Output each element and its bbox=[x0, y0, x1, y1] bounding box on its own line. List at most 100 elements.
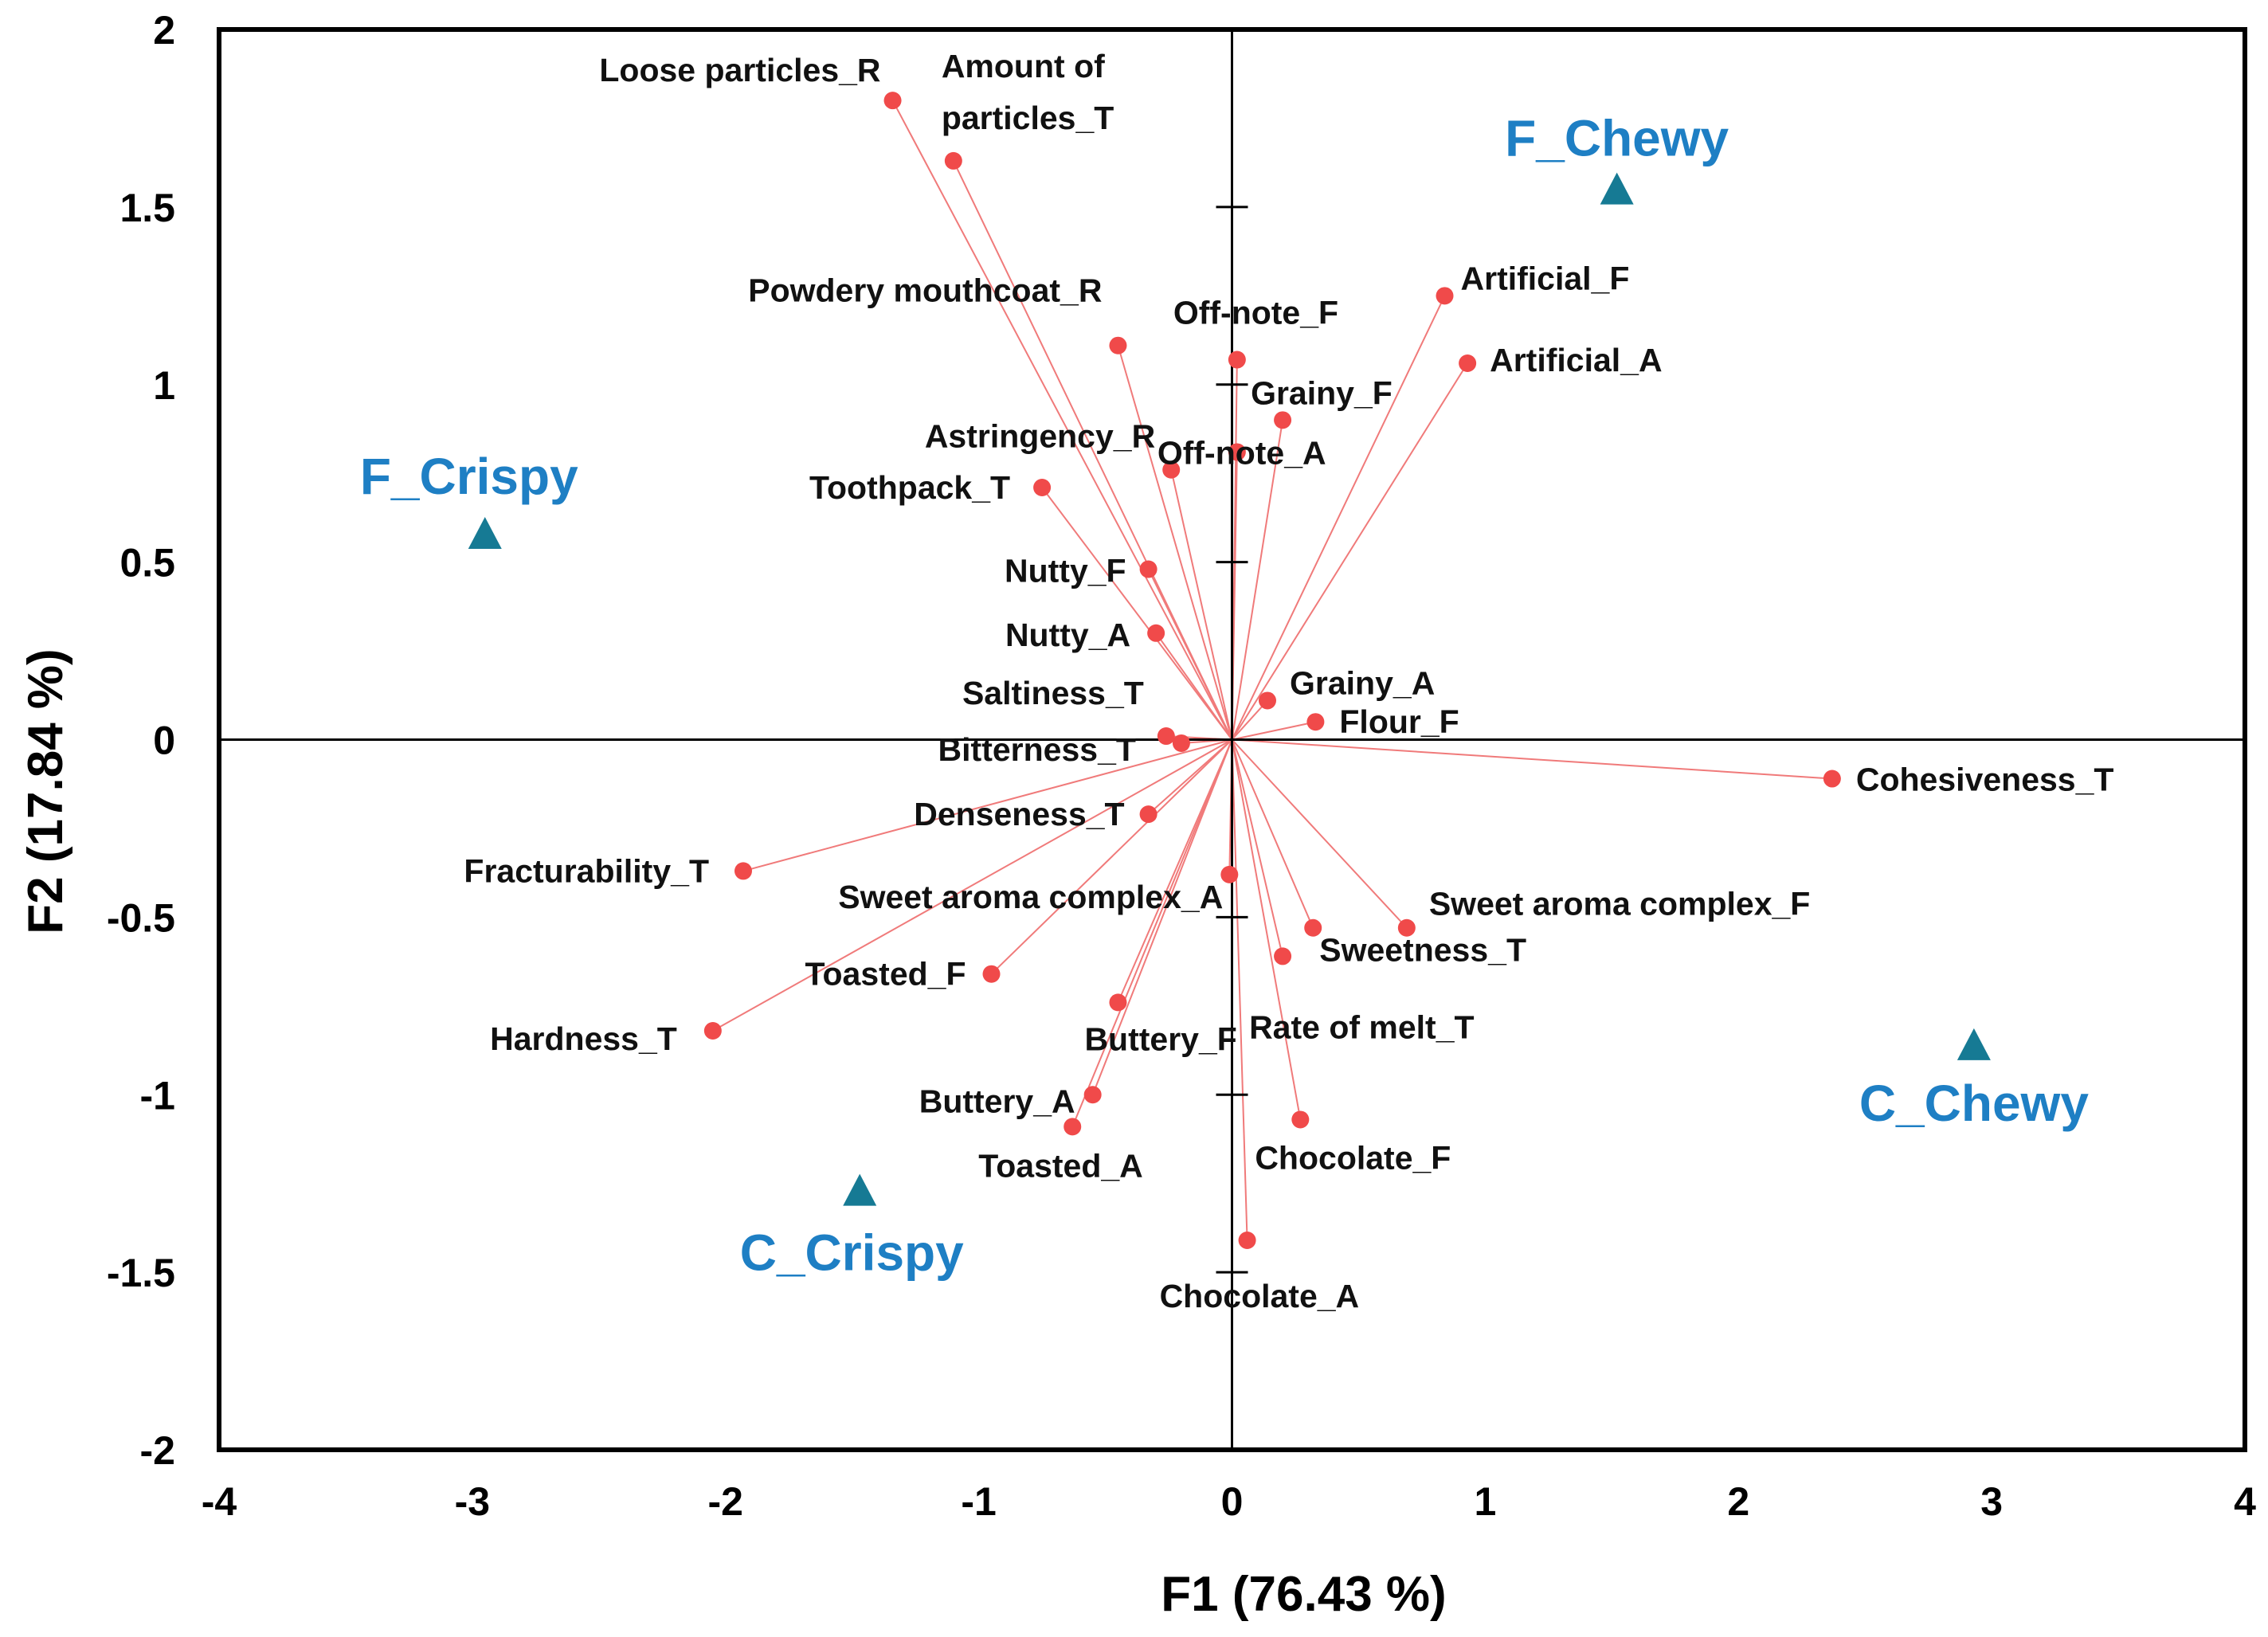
vector-chocolate-f bbox=[1231, 739, 1302, 1120]
point-off-note-a bbox=[1228, 443, 1246, 461]
y-tick-label: -1 bbox=[140, 1073, 175, 1118]
label-off-note-f: Off-note_F bbox=[1173, 295, 1338, 331]
x-axis-title: F1 (76.43 %) bbox=[1161, 1567, 1446, 1622]
label-buttery-f: Buttery_F bbox=[1084, 1020, 1236, 1057]
point-loose-particles-r bbox=[883, 92, 902, 110]
obs-label-c-crispy: C_Crispy bbox=[740, 1224, 964, 1282]
vector-astringency-r bbox=[1170, 469, 1233, 740]
y-tick-label: 2 bbox=[153, 8, 175, 53]
y-tick-labels: -2 -1.5 -1 -0.5 0 0.5 1 1.5 2 bbox=[107, 8, 175, 1473]
label-fracturability-t: Fracturability_T bbox=[464, 852, 709, 889]
point-artificial-a bbox=[1459, 354, 1477, 373]
marker-c-chewy bbox=[1957, 1028, 1991, 1060]
point-sweetness-t bbox=[1304, 918, 1322, 937]
vector-artificial-a bbox=[1231, 362, 1468, 741]
label-astringency-r: Astringency_R bbox=[925, 418, 1155, 455]
x-tick-label: 3 bbox=[1980, 1479, 2003, 1524]
point-grainy-f bbox=[1274, 411, 1292, 429]
point-buttery-a bbox=[1083, 1086, 1102, 1104]
obs-label-f-chewy: F_Chewy bbox=[1505, 110, 1729, 167]
point-toasted-a bbox=[1063, 1118, 1082, 1136]
point-saltiness-t bbox=[1157, 727, 1175, 746]
marker-f-chewy bbox=[1600, 172, 1634, 205]
vector-sweetness-t bbox=[1231, 739, 1314, 929]
point-denseness-t bbox=[1139, 805, 1158, 824]
label-artificial-a: Artificial_A bbox=[1490, 342, 1662, 378]
x-tick-label: -3 bbox=[455, 1479, 490, 1524]
point-amount-of-particles-t bbox=[944, 151, 962, 170]
obs-label-c-chewy: C_Chewy bbox=[1859, 1075, 2090, 1132]
vector-loose-particles-r bbox=[891, 100, 1233, 740]
label-toothpack-t: Toothpack_T bbox=[809, 469, 1010, 506]
label-grainy-f: Grainy_F bbox=[1251, 374, 1393, 411]
vector-chocolate-a bbox=[1231, 739, 1248, 1241]
vector-toasted-a bbox=[1071, 739, 1233, 1127]
point-nutty-a bbox=[1147, 624, 1165, 642]
x-tick-label: -2 bbox=[708, 1479, 743, 1524]
vector-sweet-aroma-complex-f bbox=[1231, 738, 1408, 929]
point-artificial-f bbox=[1436, 287, 1454, 305]
vector-buttery-f bbox=[1117, 739, 1233, 1003]
label-toasted-f: Toasted_F bbox=[805, 956, 966, 993]
label-off-note-a: Off-note_A bbox=[1158, 434, 1326, 471]
point-astringency-r bbox=[1162, 460, 1181, 479]
vector-powdery-mouthcoat-r bbox=[1117, 345, 1233, 740]
variable-points bbox=[703, 92, 1841, 1250]
label-buttery-a: Buttery_A bbox=[919, 1083, 1075, 1119]
y-axis-title: F2 (17.84 %) bbox=[18, 648, 73, 934]
label-sweetness-t: Sweetness_T bbox=[1319, 932, 1526, 969]
point-cohesiveness-t bbox=[1823, 770, 1841, 788]
x-tick-label: 2 bbox=[1727, 1479, 1749, 1524]
point-powdery-mouthcoat-r bbox=[1109, 336, 1127, 354]
x-tick-labels: -4 -3 -2 -1 0 1 2 3 4 bbox=[202, 1479, 2256, 1524]
y-tick-label: 1 bbox=[153, 363, 175, 408]
vector-grainy-a bbox=[1231, 699, 1268, 741]
label-grainy-a: Grainy_A bbox=[1290, 664, 1435, 701]
observation-markers bbox=[468, 172, 1991, 1206]
vector-denseness-t bbox=[1147, 738, 1233, 815]
label-nutty-a: Nutty_A bbox=[1005, 617, 1130, 653]
y-tick-label: 0 bbox=[153, 719, 175, 763]
label-bitterness-t: Bitterness_T bbox=[938, 731, 1136, 768]
marker-c-crispy bbox=[843, 1173, 877, 1206]
vector-nutty-a bbox=[1155, 632, 1233, 741]
vector-fracturability-t bbox=[742, 738, 1232, 872]
vector-artificial-f bbox=[1231, 295, 1446, 740]
label-flour-f: Flour_F bbox=[1339, 703, 1459, 740]
zero-axis-ticks bbox=[1216, 206, 1248, 1274]
point-fracturability-t bbox=[734, 862, 753, 880]
label-rate-of-melt-t: Rate of melt_T bbox=[1249, 1008, 1475, 1045]
point-toothpack-t bbox=[1033, 479, 1052, 497]
point-hardness-t bbox=[703, 1022, 722, 1040]
label-sweet-aroma-complex-f: Sweet aroma complex_F bbox=[1429, 886, 1811, 922]
label-loose-particles-r: Loose particles_R bbox=[599, 52, 880, 88]
point-grainy-a bbox=[1259, 691, 1277, 710]
point-flour-f bbox=[1306, 713, 1325, 731]
label-amount-of-particles-t: Amount of particles_T bbox=[942, 48, 1114, 136]
vector-grainy-f bbox=[1231, 420, 1284, 740]
y-tick-label: -0.5 bbox=[107, 895, 175, 940]
label-chocolate-a: Chocolate_A bbox=[1160, 1278, 1360, 1314]
vector-hardness-t bbox=[712, 738, 1232, 1032]
vector-toothpack-t bbox=[1041, 487, 1233, 741]
x-tick-label: -4 bbox=[202, 1479, 237, 1524]
point-toasted-f bbox=[982, 965, 1001, 983]
x-tick-label: 1 bbox=[1474, 1479, 1496, 1524]
label-hardness-t: Hardness_T bbox=[490, 1020, 677, 1057]
label-sweet-aroma-complex-a: Sweet aroma complex_A bbox=[838, 879, 1223, 915]
label-nutty-f: Nutty_F bbox=[1005, 553, 1126, 589]
point-bitterness-t bbox=[1172, 734, 1190, 752]
point-buttery-f bbox=[1109, 993, 1127, 1012]
label-artificial-f: Artificial_F bbox=[1461, 260, 1630, 296]
point-chocolate-a bbox=[1238, 1232, 1256, 1250]
x-tick-label: -1 bbox=[961, 1479, 996, 1524]
point-sweet-aroma-complex-a bbox=[1220, 865, 1239, 883]
y-tick-label: -2 bbox=[140, 1428, 175, 1473]
y-tick-label: 1.5 bbox=[119, 186, 175, 230]
label-toasted-a: Toasted_A bbox=[978, 1147, 1143, 1184]
observation-labels: F_Chewy F_Crispy C_Chewy C_Crispy bbox=[360, 110, 2089, 1282]
point-off-note-f bbox=[1228, 351, 1246, 369]
vector-buttery-a bbox=[1091, 739, 1233, 1095]
